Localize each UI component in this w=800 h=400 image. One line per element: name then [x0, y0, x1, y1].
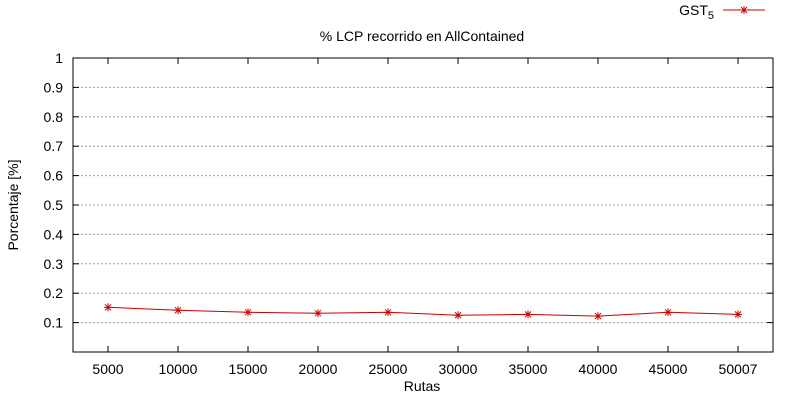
chart-title: % LCP recorrido en AllContained — [320, 28, 524, 44]
y-tick-label: 1 — [55, 50, 63, 66]
data-point — [664, 308, 672, 317]
y-tick-label: 0.2 — [44, 285, 64, 301]
series-layer — [104, 303, 742, 321]
y-tick-label: 0.9 — [44, 79, 64, 95]
x-tick-label: 5000 — [92, 361, 123, 377]
legend-label-sub: 5 — [708, 10, 714, 22]
y-tick-label: 0.3 — [44, 256, 64, 272]
y-axis-label: Porcentaje [%] — [5, 159, 21, 250]
data-point — [174, 306, 182, 315]
data-point — [384, 308, 392, 317]
x-tick-label: 25000 — [369, 361, 408, 377]
x-axis-label: Rutas — [404, 378, 441, 394]
x-tick-labels: 5000 10000 15000 20000 25000 30000 35000 40000 4… — [92, 361, 757, 377]
x-tick-label: 10000 — [159, 361, 198, 377]
y-tick-label: 0.4 — [44, 226, 64, 242]
data-point — [454, 311, 462, 320]
legend: GST5 — [679, 2, 765, 22]
grid-lines — [73, 86, 773, 324]
data-point — [314, 309, 322, 318]
x-tick-label: 30000 — [439, 361, 478, 377]
x-tick-label: 35000 — [509, 361, 548, 377]
data-point — [734, 310, 742, 319]
y-tick-label: 0.8 — [44, 109, 64, 125]
data-point — [244, 308, 252, 317]
y-tick-label: 0.1 — [44, 315, 64, 331]
y-tick-label: 0.5 — [44, 197, 64, 213]
x-tick-label: 20000 — [299, 361, 338, 377]
x-tick-label: 15000 — [229, 361, 268, 377]
legend-label-main: GST — [679, 2, 708, 18]
x-tick-label: 50007 — [719, 361, 758, 377]
legend-marker — [740, 6, 748, 14]
axis-ticks — [73, 57, 773, 352]
data-point — [594, 312, 602, 321]
y-tick-label: 0.6 — [44, 168, 64, 184]
legend-label: GST5 — [679, 2, 714, 22]
data-point — [104, 303, 112, 312]
legend-marker-star — [740, 6, 748, 14]
y-tick-labels: 0.1 0.2 0.3 0.4 0.5 0.6 0.7 0.8 0.9 1 — [44, 50, 64, 331]
data-point — [524, 310, 532, 319]
y-tick-label: 0.7 — [44, 138, 64, 154]
x-tick-label: 45000 — [649, 361, 688, 377]
series-line — [107, 306, 739, 317]
x-tick-label: 40000 — [579, 361, 618, 377]
